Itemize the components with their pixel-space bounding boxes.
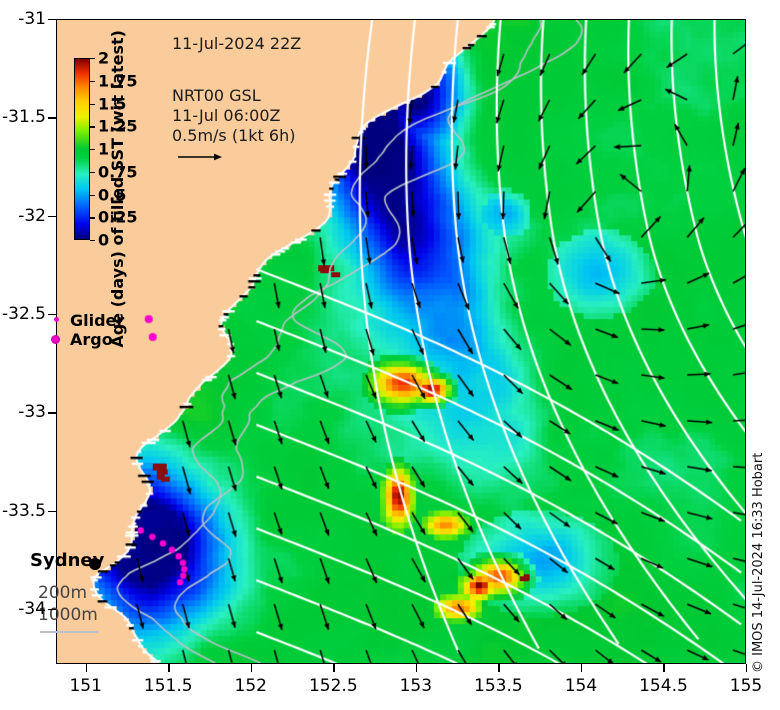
legend-label-argo: Argo [70, 330, 113, 349]
vector-scale-arrow-icon [178, 153, 222, 161]
glider-marker-icon [54, 317, 59, 322]
colorbar-tick [90, 126, 95, 128]
colorbar-tick-label: 1 [98, 139, 110, 159]
x-axis-tick-label: 151.5 [143, 676, 193, 696]
x-axis-tick-label: 153.5 [474, 676, 523, 696]
x-axis-tick-label: 153 [399, 676, 433, 696]
annotation-vector-scale: 0.5m/s (1kt 6h) [172, 126, 296, 145]
colorbar-tick-label: 2 [98, 48, 110, 68]
x-axis-tick-label: 152.5 [308, 676, 358, 696]
y-axis-tick-label: -31.5 [2, 107, 46, 128]
colorbar-tick-label: 0.5 [98, 185, 127, 204]
colorbar-tick [90, 149, 95, 151]
colorbar-tick [90, 58, 95, 60]
x-axis-tick [746, 664, 748, 672]
y-axis-tick [48, 608, 56, 611]
colorbar-tick [90, 194, 95, 196]
colorbar-tick [90, 80, 95, 83]
colorbar-tick-label: 1.5 [98, 94, 127, 113]
sst-age-raster-canvas [57, 20, 745, 663]
x-axis-tick-label: 152 [234, 676, 268, 696]
colorbar-tick [90, 171, 95, 174]
y-axis-tick [48, 215, 56, 218]
x-axis-tick [415, 664, 418, 672]
colorbar-tick-label: 0.75 [98, 162, 138, 182]
y-axis-tick [48, 412, 56, 414]
copyright-credit: © IMOS 14-Jul-2024 16:33 Hobart [751, 452, 766, 673]
x-axis-tick [250, 664, 253, 672]
map-plot-area[interactable] [56, 19, 746, 664]
colorbar-tick [90, 103, 95, 105]
y-axis-tick [48, 313, 56, 316]
x-axis-tick-label: 154.5 [639, 676, 688, 696]
x-axis-tick [333, 664, 335, 672]
x-axis-tick-label: 151 [69, 676, 102, 696]
x-axis-tick [85, 664, 88, 672]
annotation-date: 11-Jul-2024 22Z [172, 34, 302, 53]
y-axis-tick-label: -33.5 [2, 500, 46, 521]
colorbar-tick-label: 0 [98, 230, 110, 250]
depth-label-1000m: 1000m [38, 605, 98, 625]
y-axis-tick-label: -31 [18, 9, 46, 29]
colorbar-tick-label: 0.25 [98, 207, 138, 227]
y-axis-tick-label: -33 [18, 402, 46, 423]
colorbar-tick [90, 240, 95, 242]
y-axis-tick-label: -34 [18, 598, 46, 619]
x-axis-tick [168, 664, 170, 672]
colorbar-gradient [74, 58, 90, 240]
city-label-sydney: Sydney [30, 550, 105, 571]
depth-label-200m: 200m [38, 583, 88, 603]
argo-marker-icon [51, 335, 60, 344]
x-axis-tick [580, 664, 583, 672]
x-axis-tick [498, 664, 500, 672]
city-marker-icon [89, 558, 101, 570]
y-axis-tick [48, 117, 56, 119]
colorbar-tick-label: 1.25 [98, 116, 138, 136]
y-axis-tick-label: -32 [18, 205, 46, 226]
annotation-source: NRT00 GSL [172, 86, 261, 105]
y-axis-tick [48, 510, 56, 512]
colorbar: 0 0.25 0.5 0.75 1 1.25 1.5 1.75 2 [74, 49, 137, 250]
colorbar-tick [90, 217, 95, 219]
annotation-model-time: 11-Jul 06:00Z [172, 106, 281, 125]
y-axis-tick-label: -32.5 [2, 303, 46, 324]
bathymetry-legend-line [40, 631, 98, 633]
legend-label-glider: Glider [70, 311, 125, 330]
colorbar-tick-label: 1.75 [98, 71, 138, 91]
y-axis-tick [48, 19, 56, 21]
colorbar-title: Age (days) of filled SST (wrt latest) [108, 30, 127, 348]
x-axis-tick [663, 664, 665, 672]
x-axis-tick-label: 155 [729, 676, 763, 696]
x-axis-tick-label: 154 [564, 676, 598, 696]
